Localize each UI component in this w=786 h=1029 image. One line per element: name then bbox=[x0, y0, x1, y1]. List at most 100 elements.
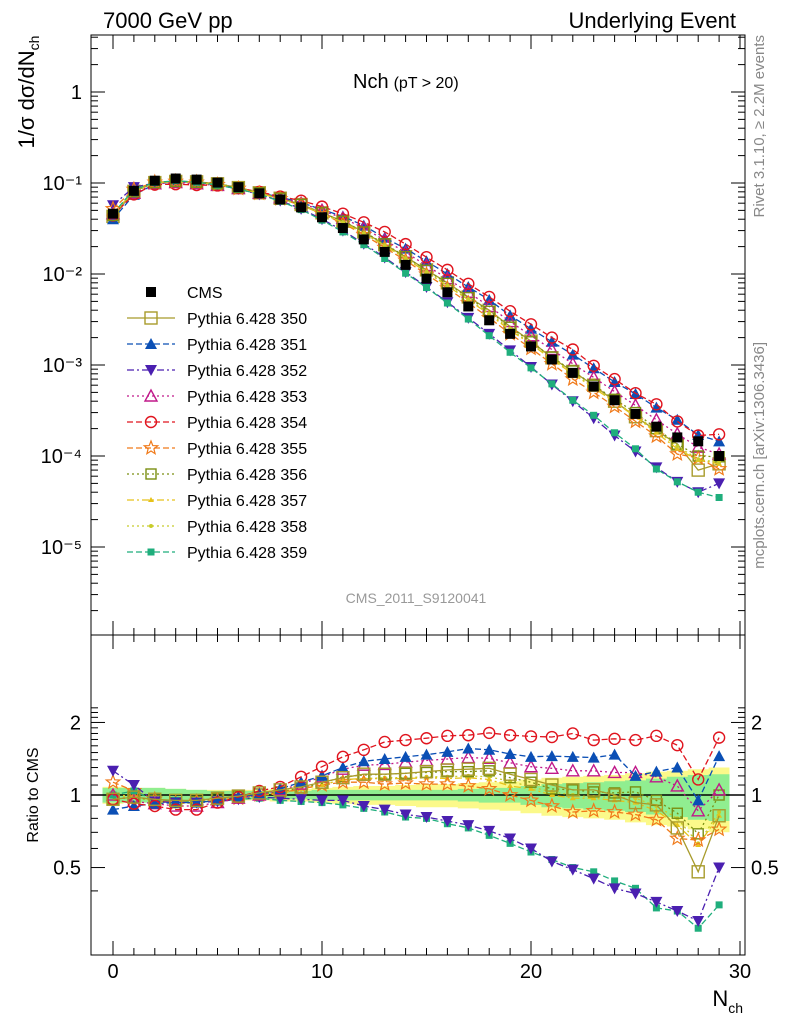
top-y-tick-label: 10⁻³ bbox=[43, 355, 83, 377]
data-point-pythia-6-428-354 bbox=[524, 318, 538, 331]
ratio-point-pythia-6-428-351 bbox=[378, 753, 391, 765]
data-point-pythia-6-428-354 bbox=[629, 386, 642, 400]
ratio-point-pythia-6-428-354 bbox=[524, 730, 538, 743]
ratio-point-pythia-6-428-356 bbox=[462, 765, 474, 778]
ratio-point-pythia-6-428-352 bbox=[566, 864, 579, 876]
legend-label-cms: CMS bbox=[187, 285, 223, 302]
data-point-cms bbox=[128, 185, 139, 196]
ratio-point-pythia-6-428-351 bbox=[462, 742, 475, 754]
ratio-point-pythia-6-428-355 bbox=[480, 780, 498, 796]
ratio-point-pythia-6-428-350 bbox=[252, 786, 267, 800]
ratio-point-pythia-6-428-350 bbox=[712, 809, 726, 823]
data-point-pythia-6-428-354 bbox=[712, 428, 726, 441]
data-point-pythia-6-428-358 bbox=[403, 256, 408, 261]
data-point-cms bbox=[379, 246, 390, 257]
ratio-point-pythia-6-428-350 bbox=[566, 783, 580, 797]
data-point-pythia-6-428-352 bbox=[713, 478, 726, 490]
ratio-point-pythia-6-428-354 bbox=[441, 729, 454, 743]
ratio-point-pythia-6-428-351 bbox=[441, 745, 454, 757]
legend-label-pythia-6-428-357: Pythia 6.428 357 bbox=[187, 493, 307, 510]
data-point-pythia-6-428-358 bbox=[717, 460, 722, 465]
data-point-pythia-6-428-354 bbox=[399, 237, 412, 251]
ratio-point-pythia-6-428-350 bbox=[189, 793, 204, 808]
legend-marker-pythia-6-428-358 bbox=[149, 524, 153, 528]
x-axis-label: Nch bbox=[712, 986, 743, 1016]
ratio-point-pythia-6-428-357 bbox=[507, 782, 514, 788]
ratio-point-pythia-6-428-351 bbox=[336, 761, 349, 773]
ratio-point-pythia-6-428-354 bbox=[629, 733, 642, 747]
legend-marker-cms bbox=[146, 287, 156, 297]
data-point-cms bbox=[275, 194, 286, 205]
ratio-point-pythia-6-428-352 bbox=[713, 862, 726, 874]
data-point-cms bbox=[212, 177, 223, 188]
data-point-pythia-6-428-354 bbox=[671, 415, 684, 428]
ratio-point-pythia-6-428-351 bbox=[671, 761, 684, 773]
ratio-point-pythia-6-428-354 bbox=[357, 743, 370, 757]
ratio-point-pythia-6-428-355 bbox=[585, 802, 603, 818]
data-point-pythia-6-428-351 bbox=[650, 401, 663, 413]
ratio-point-pythia-6-428-355 bbox=[564, 803, 582, 820]
data-point-cms bbox=[108, 208, 118, 219]
ratio-point-pythia-6-428-354 bbox=[671, 738, 684, 752]
data-point-pythia-6-428-358 bbox=[487, 311, 492, 316]
ratio-series-clipped bbox=[104, 726, 728, 932]
ratio-y-tick-label-right: 2 bbox=[751, 712, 762, 734]
data-point-pythia-6-428-354 bbox=[336, 207, 350, 220]
top-y-axis-label: 1/σ dσ/dNch bbox=[14, 36, 42, 149]
ratio-point-pythia-6-428-350 bbox=[545, 778, 559, 792]
ratio-point-pythia-6-428-351 bbox=[692, 794, 705, 806]
data-point-pythia-6-428-359 bbox=[694, 488, 702, 496]
data-point-pythia-6-428-359 bbox=[632, 445, 639, 453]
data-point-cms bbox=[609, 395, 620, 406]
ratio-point-pythia-6-428-355 bbox=[606, 803, 623, 820]
data-point-pythia-6-428-359 bbox=[402, 269, 410, 277]
ratio-point-pythia-6-428-357 bbox=[528, 785, 534, 791]
data-point-cms bbox=[588, 381, 599, 392]
legend-marker-pythia-6-428-350 bbox=[144, 311, 158, 325]
data-point-cms bbox=[233, 182, 244, 193]
ratio-point-pythia-6-428-354 bbox=[462, 729, 475, 742]
data-point-pythia-6-428-359 bbox=[485, 332, 493, 340]
data-point-pythia-6-428-355 bbox=[627, 412, 644, 429]
ratio-point-pythia-6-428-352 bbox=[545, 856, 558, 868]
ratio-point-pythia-6-428-355 bbox=[104, 773, 122, 790]
ratio-point-pythia-6-428-350 bbox=[294, 780, 308, 794]
ratio-point-pythia-6-428-356 bbox=[692, 828, 704, 840]
data-point-cms bbox=[317, 212, 327, 223]
top-axis-ticks: 1 10⁻¹ 10⁻² 10⁻³ 10⁻⁴ 10⁻⁵ bbox=[41, 35, 745, 635]
ratio-point-pythia-6-428-354 bbox=[294, 770, 308, 783]
data-point-pythia-6-428-353 bbox=[628, 397, 643, 412]
ratio-point-pythia-6-428-353 bbox=[607, 765, 622, 779]
ratio-point-pythia-6-428-356 bbox=[671, 807, 683, 819]
ratio-point-pythia-6-428-350 bbox=[210, 791, 225, 805]
data-point-cms bbox=[337, 223, 348, 234]
data-point-pythia-6-428-357 bbox=[674, 445, 681, 451]
ratio-point-pythia-6-428-352 bbox=[295, 794, 308, 806]
ratio-y-tick-label-right: 1 bbox=[751, 785, 762, 807]
ratio-point-pythia-6-428-355 bbox=[543, 797, 561, 814]
legend-label-pythia-6-428-358: Pythia 6.428 358 bbox=[187, 519, 307, 536]
ratio-point-pythia-6-428-359 bbox=[590, 868, 598, 876]
ratio-point-pythia-6-428-356 bbox=[483, 765, 495, 777]
data-point-pythia-6-428-359 bbox=[381, 255, 389, 263]
data-point-pythia-6-428-358 bbox=[696, 457, 701, 462]
ratio-point-pythia-6-428-353 bbox=[670, 778, 685, 792]
legend-marker-pythia-6-428-355 bbox=[142, 439, 160, 456]
data-point-cms bbox=[421, 273, 432, 284]
ratio-point-pythia-6-428-355 bbox=[522, 791, 540, 808]
ratio-point-pythia-6-428-353 bbox=[544, 760, 560, 775]
ratio-point-pythia-6-428-352 bbox=[671, 906, 684, 918]
data-point-pythia-6-428-354 bbox=[566, 343, 579, 356]
ratio-band-green bbox=[102, 774, 730, 821]
header-right-label: Underlying Event bbox=[568, 8, 736, 33]
data-point-pythia-6-428-359 bbox=[443, 299, 451, 307]
ratio-point-pythia-6-428-350 bbox=[503, 767, 517, 781]
ratio-point-pythia-6-428-350 bbox=[357, 767, 371, 781]
ratio-point-pythia-6-428-359 bbox=[632, 884, 639, 892]
data-point-cms bbox=[484, 315, 495, 326]
ratio-point-pythia-6-428-357 bbox=[569, 795, 576, 801]
data-point-pythia-6-428-351 bbox=[713, 435, 726, 447]
ratio-point-pythia-6-428-351 bbox=[629, 769, 642, 781]
ratio-series-pythia-6-428-352 bbox=[107, 765, 726, 928]
ratio-point-pythia-6-428-352 bbox=[483, 825, 496, 837]
